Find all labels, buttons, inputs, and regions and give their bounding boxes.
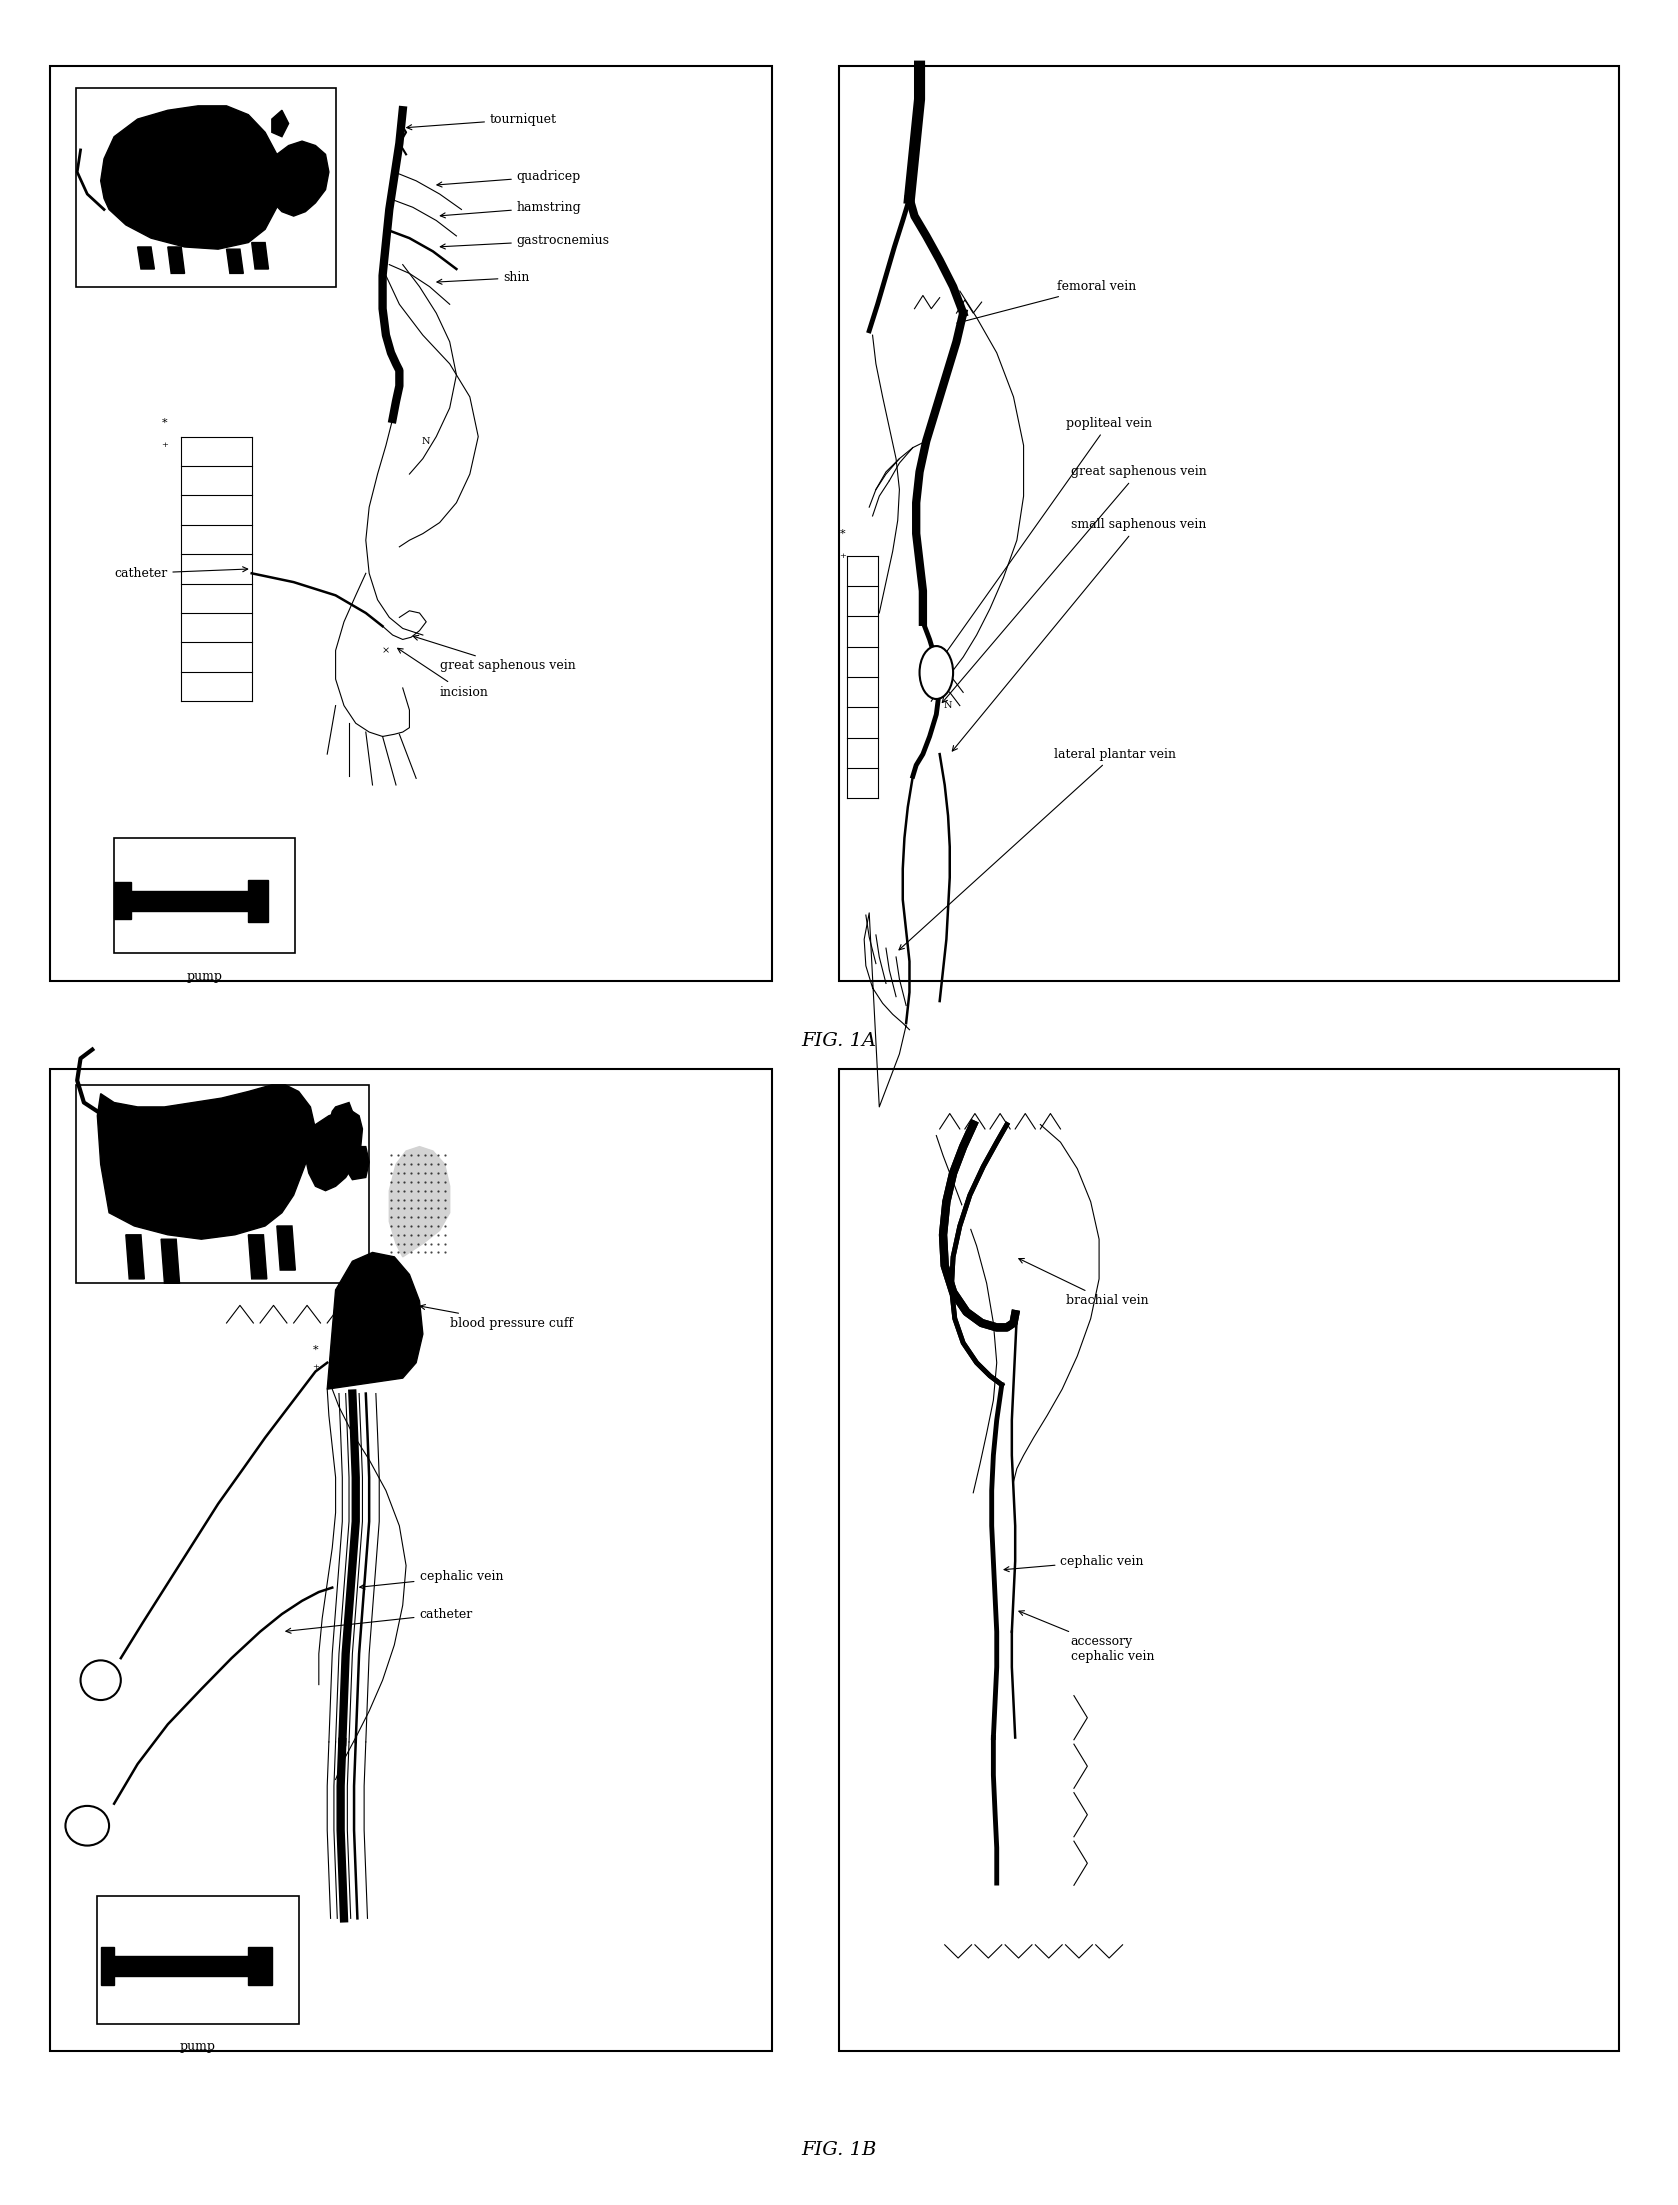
Text: catheter: catheter [285, 1607, 473, 1634]
Polygon shape [329, 1102, 356, 1140]
Text: lateral plantar vein: lateral plantar vein [899, 747, 1176, 950]
Text: N: N [943, 701, 953, 710]
Polygon shape [958, 1202, 973, 1235]
Text: great saphenous vein: great saphenous vein [943, 465, 1206, 703]
Text: great saphenous vein: great saphenous vein [413, 635, 576, 673]
Text: *: * [161, 419, 168, 428]
Text: gastrocnemius: gastrocnemius [440, 234, 609, 249]
Text: catheter: catheter [114, 567, 248, 580]
Bar [76, 88, 336, 287]
Text: N: N [421, 437, 431, 445]
Polygon shape [227, 249, 243, 273]
Polygon shape [126, 1235, 144, 1279]
Text: pump: pump [186, 970, 223, 983]
Ellipse shape [81, 1660, 121, 1700]
Text: small saphenous vein: small saphenous vein [953, 518, 1206, 752]
Polygon shape [114, 882, 131, 919]
Bar [839, 1069, 1619, 2051]
Text: quadricep: quadricep [436, 170, 581, 187]
Polygon shape [97, 1085, 315, 1239]
Bar [76, 1085, 369, 1283]
Text: FIG. 1A: FIG. 1A [802, 1032, 876, 1050]
Polygon shape [248, 1947, 272, 1985]
Text: +: + [839, 551, 846, 560]
Text: ×: × [383, 646, 389, 655]
Text: *: * [312, 1345, 319, 1354]
Text: tourniquet: tourniquet [406, 112, 557, 130]
Polygon shape [114, 1956, 248, 1976]
Polygon shape [101, 106, 282, 249]
Text: femoral vein: femoral vein [956, 280, 1136, 324]
Text: +: + [161, 441, 168, 450]
Text: pump: pump [180, 2040, 216, 2053]
Text: incision: incision [398, 648, 488, 699]
Text: accessory
cephalic vein: accessory cephalic vein [1019, 1610, 1154, 1663]
Text: hamstring: hamstring [440, 201, 582, 218]
Polygon shape [305, 1111, 362, 1191]
Text: +: + [312, 1363, 319, 1372]
Ellipse shape [920, 646, 953, 699]
Polygon shape [252, 243, 268, 269]
Bar [114, 838, 295, 953]
Bar [50, 1069, 772, 2051]
Bar [50, 66, 772, 981]
Polygon shape [168, 247, 185, 273]
Polygon shape [131, 891, 248, 911]
Text: FIG. 1B: FIG. 1B [802, 2141, 876, 2159]
Text: shin: shin [436, 271, 530, 284]
Polygon shape [101, 1947, 114, 1985]
Polygon shape [248, 880, 268, 922]
Polygon shape [138, 247, 154, 269]
Text: cephalic vein: cephalic vein [1003, 1555, 1144, 1572]
Polygon shape [389, 1147, 450, 1257]
Text: blood pressure cuff: blood pressure cuff [420, 1305, 572, 1330]
Polygon shape [346, 1147, 369, 1180]
Bar [839, 66, 1619, 981]
Polygon shape [277, 1226, 295, 1270]
Text: popliteal vein: popliteal vein [941, 417, 1151, 659]
Polygon shape [161, 1239, 180, 1283]
Polygon shape [272, 110, 289, 137]
Bar [97, 1896, 299, 2024]
Polygon shape [248, 1235, 267, 1279]
Text: brachial vein: brachial vein [1019, 1259, 1148, 1308]
Polygon shape [265, 141, 329, 216]
Text: *: * [839, 529, 846, 538]
Ellipse shape [65, 1806, 109, 1846]
Polygon shape [327, 1252, 423, 1389]
Text: cephalic vein: cephalic vein [359, 1570, 503, 1590]
